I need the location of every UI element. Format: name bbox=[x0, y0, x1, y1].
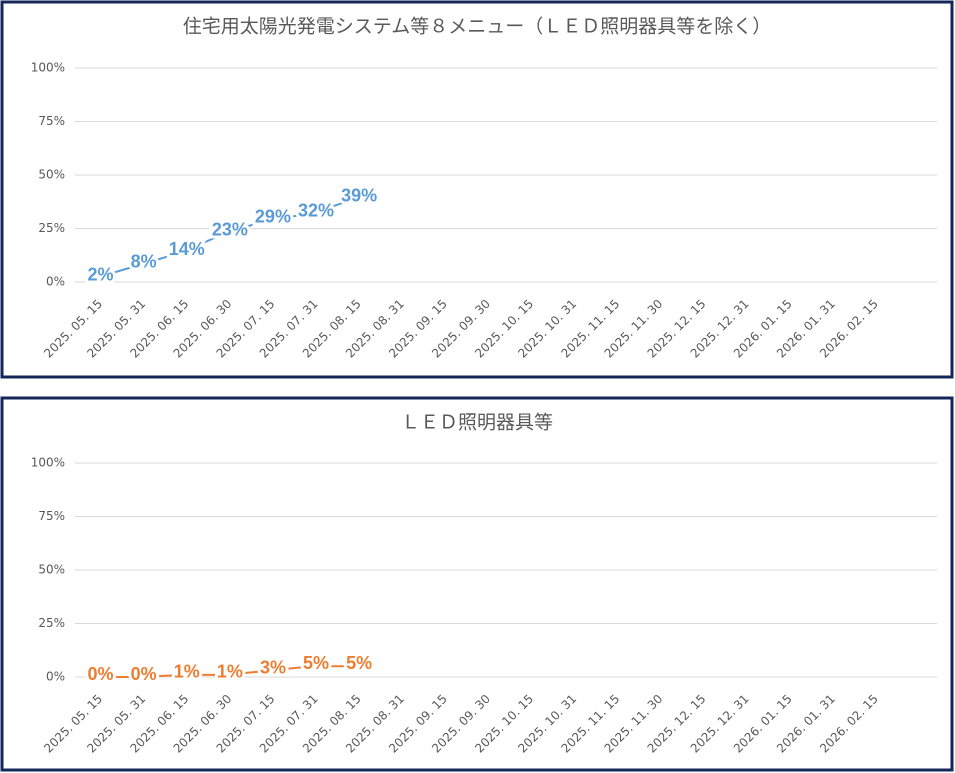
data-label: 39% bbox=[341, 185, 377, 205]
data-label: 2% bbox=[88, 264, 114, 284]
chart-panel: 住宅用太陽光発電システム等８メニュー（ＬＥＤ照明器具等を除く） 0% 25% 50% 7… bbox=[0, 0, 954, 379]
data-label: 29% bbox=[255, 207, 291, 227]
data-label: 1% bbox=[217, 662, 243, 682]
y-tick-label: 0% bbox=[46, 670, 65, 684]
data-label: 5% bbox=[346, 653, 372, 673]
y-tick-label: 0% bbox=[46, 275, 65, 289]
data-label: 1% bbox=[174, 662, 200, 682]
panel-border bbox=[0, 0, 954, 379]
y-tick-label: 75% bbox=[38, 114, 65, 128]
data-label: 32% bbox=[298, 200, 334, 220]
chart-title: 住宅用太陽光発電システム等８メニュー（ＬＥＤ照明器具等を除く） bbox=[183, 16, 771, 38]
panel-border bbox=[0, 396, 954, 772]
y-tick-label: 75% bbox=[38, 509, 65, 523]
chart-title: ＬＥＤ照明器具等 bbox=[401, 412, 553, 434]
data-label: 3% bbox=[260, 657, 286, 677]
y-tick-label: 25% bbox=[38, 221, 65, 235]
data-label: 14% bbox=[169, 239, 205, 259]
y-tick-label: 50% bbox=[38, 168, 65, 182]
data-line bbox=[96, 197, 356, 279]
y-tick-label: 50% bbox=[38, 563, 65, 577]
y-tick-label: 100% bbox=[31, 456, 65, 470]
y-tick-label: 25% bbox=[38, 616, 65, 630]
y-tick-label: 100% bbox=[31, 61, 65, 75]
data-line bbox=[96, 665, 356, 678]
data-label: 8% bbox=[131, 252, 157, 272]
data-label: 23% bbox=[212, 220, 248, 240]
data-label: 0% bbox=[131, 664, 157, 684]
data-label: 0% bbox=[88, 664, 114, 684]
data-label: 5% bbox=[303, 653, 329, 673]
